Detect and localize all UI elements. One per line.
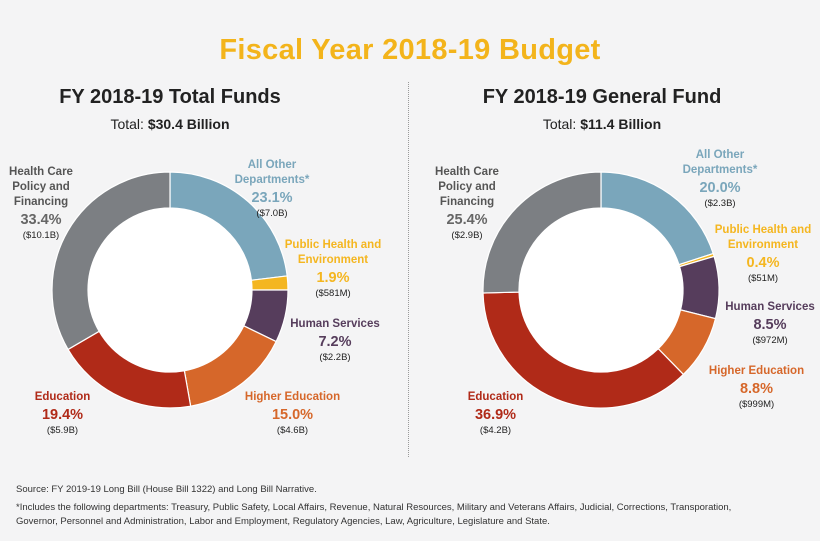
donut-general-fund (482, 171, 720, 409)
panel-divider (408, 82, 409, 457)
right-chart-title: FY 2018-19 General Fund (482, 86, 722, 108)
left-chart-title: FY 2018-19 Total Funds (59, 86, 281, 108)
left-name-human-services: Human Services (290, 318, 380, 330)
right-name-public-health: Public Health and Environment (714, 224, 812, 251)
right-label-all-other: All Other Departments* 20.0% ($2.3B) (665, 148, 775, 210)
right-label-human-services: Human Services 8.5% ($972M) (720, 300, 820, 347)
left-amt-human-services: ($2.2B) (319, 352, 351, 363)
left-amt-public-health: ($581M) (315, 288, 351, 299)
right-amt-health-care: ($2.9B) (451, 230, 483, 241)
right-name-all-other: All Other Departments* (682, 149, 758, 176)
right-amt-public-health: ($51M) (747, 273, 779, 284)
right-label-education: Education 36.9% ($4.2B) (458, 390, 533, 437)
left-label-education: Education 19.4% ($5.9B) (25, 390, 100, 437)
left-label-all-other: All Other Departments* 23.1% ($7.0B) (212, 158, 332, 220)
left-amt-higher-ed: ($4.6B) (276, 425, 309, 436)
right-name-higher-ed: Higher Education (708, 365, 805, 377)
left-chart-total: Total: $30.4 Billion (20, 116, 320, 132)
right-amt-education: ($4.2B) (479, 425, 512, 436)
donut-total-funds (51, 171, 289, 409)
right-total-value: $11.4 Billion (580, 116, 662, 132)
left-pct-all-other: 23.1% (251, 190, 293, 206)
left-pct-human-services: 7.2% (318, 334, 352, 350)
right-pct-public-health: 0.4% (746, 255, 780, 271)
right-pct-health-care: 25.4% (446, 212, 488, 228)
right-chart-total: Total: $11.4 Billion (452, 116, 752, 132)
left-total-label: Total: (110, 116, 144, 132)
left-amt-health-care: ($10.1B) (22, 230, 60, 241)
left-name-public-health: Public Health and Environment (284, 239, 382, 266)
left-amt-education: ($5.9B) (46, 425, 79, 436)
right-pct-all-other: 20.0% (699, 180, 741, 196)
donut-hole (519, 208, 683, 372)
departments-footnote: *Includes the following departments: Tre… (16, 502, 732, 527)
right-label-health-care: Health Care Policy and Financing 25.4% (… (434, 165, 500, 242)
left-label-public-health: Public Health and Environment 1.9% ($581… (278, 238, 388, 300)
right-pct-human-services: 8.5% (753, 317, 787, 333)
left-pct-higher-ed: 15.0% (271, 407, 314, 423)
left-amt-all-other: ($7.0B) (256, 208, 288, 219)
right-amt-human-services: ($972M) (752, 335, 788, 346)
left-name-health-care: Health Care Policy and Financing (9, 166, 73, 208)
right-label-higher-ed: Higher Education 8.8% ($999M) (704, 364, 809, 411)
left-pct-public-health: 1.9% (316, 270, 350, 286)
source-note: Source: FY 2019-19 Long Bill (House Bill… (16, 484, 317, 495)
right-amt-higher-ed: ($999M) (738, 399, 775, 410)
left-pct-health-care: 33.4% (20, 212, 62, 228)
right-name-health-care: Health Care Policy and Financing (435, 166, 499, 208)
page-title: Fiscal Year 2018-19 Budget (219, 34, 601, 66)
right-name-human-services: Human Services (725, 301, 815, 313)
left-pct-education: 19.4% (41, 407, 84, 423)
left-name-higher-ed: Higher Education (244, 391, 341, 403)
left-total-value: $30.4 Billion (147, 116, 230, 132)
right-total-label: Total: (542, 116, 577, 132)
left-label-health-care: Health Care Policy and Financing 33.4% (… (8, 165, 74, 242)
right-amt-all-other: ($2.3B) (704, 198, 736, 209)
right-name-education: Education (467, 391, 524, 403)
left-label-higher-ed: Higher Education 15.0% ($4.6B) (240, 390, 345, 437)
left-name-all-other: All Other Departments* (234, 159, 310, 186)
left-name-education: Education (34, 391, 91, 403)
right-pct-higher-ed: 8.8% (739, 381, 774, 397)
donut-hole (88, 208, 252, 372)
right-label-public-health: Public Health and Environment 0.4% ($51M… (708, 223, 818, 285)
left-label-human-services: Human Services 7.2% ($2.2B) (285, 317, 385, 364)
right-pct-education: 36.9% (474, 407, 517, 423)
